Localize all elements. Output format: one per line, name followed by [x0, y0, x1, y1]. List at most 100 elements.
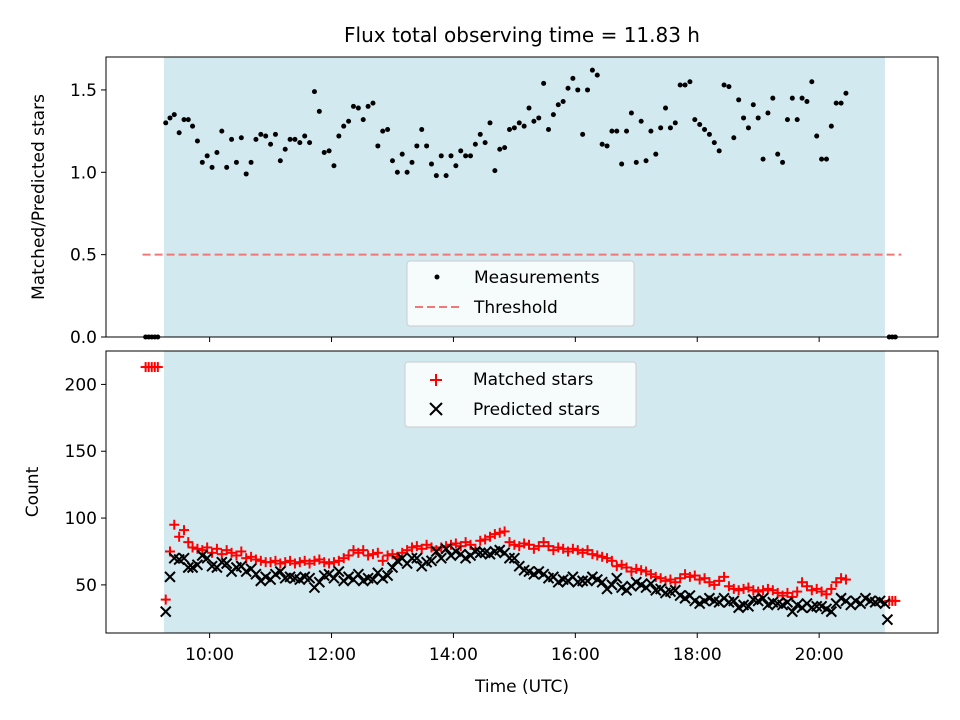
- measurement-point: [424, 143, 430, 149]
- predicted-star-point: [182, 561, 194, 574]
- matched-star-point: [309, 555, 320, 566]
- measurement-point: [653, 151, 659, 157]
- matched-star-point: [489, 529, 500, 540]
- count-panel: 50 100 150 200 10:00 12:00 14:00 16:00 18:00 20:…: [23, 350, 939, 697]
- measurement-point: [321, 150, 327, 156]
- measurement-point: [350, 103, 356, 109]
- measurement-point: [214, 150, 220, 156]
- measurement-point: [658, 125, 664, 131]
- measurement-point: [167, 115, 173, 121]
- measurement-point: [336, 133, 342, 139]
- measurement-point: [843, 90, 849, 96]
- y-tick-label: 0.5: [70, 246, 97, 266]
- predicted-star-point: [596, 576, 608, 588]
- matched-star-point: [567, 543, 578, 554]
- measurement-point: [648, 128, 654, 134]
- measurement-point: [814, 133, 820, 139]
- measurement-point: [775, 151, 781, 157]
- measurement-point: [536, 115, 542, 121]
- measurement-point: [589, 67, 595, 73]
- matched-star-point: [475, 535, 486, 546]
- predicted-star-point: [178, 552, 190, 564]
- predicted-star-point: [333, 565, 345, 578]
- measurement-point: [316, 108, 322, 114]
- measurement-point: [399, 151, 405, 157]
- matched-star-point: [631, 563, 642, 574]
- legend-measurements-label: Measurements: [474, 268, 600, 288]
- predicted-star-point: [220, 557, 233, 570]
- measurement-point: [346, 118, 352, 124]
- measurement-point: [521, 123, 527, 129]
- measurement-point: [453, 163, 459, 169]
- matched-star-point: [328, 557, 339, 568]
- measurement-point: [428, 161, 434, 167]
- x-tick-label: 12:00: [307, 645, 356, 665]
- measurement-point: [487, 120, 493, 126]
- measurement-point: [507, 126, 513, 132]
- matched-star-point: [509, 539, 520, 550]
- measurement-point: [302, 133, 308, 139]
- predicted-star-point: [274, 565, 287, 578]
- measurement-point: [419, 126, 425, 132]
- measurement-point: [277, 158, 283, 164]
- measurement-point: [263, 133, 269, 139]
- measurement-point: [297, 140, 303, 146]
- matched-star-point: [806, 585, 817, 596]
- matched-star-point: [606, 555, 617, 566]
- matched-star-point: [733, 585, 744, 596]
- matched-star-point: [553, 542, 564, 553]
- measurement-point: [789, 95, 795, 101]
- measurement-point: [828, 123, 834, 129]
- measurement-point: [609, 128, 615, 134]
- measurement-point: [799, 95, 805, 101]
- matched-star-point: [343, 550, 354, 561]
- predicted-star-point: [786, 605, 799, 618]
- measurement-point: [204, 153, 210, 159]
- measurement-point: [448, 153, 454, 159]
- measurement-point: [702, 126, 708, 132]
- measurement-point: [575, 87, 581, 93]
- predicted-star-point: [328, 572, 340, 584]
- measurement-point: [794, 117, 800, 123]
- predicted-star-point: [164, 571, 176, 583]
- measurement-point: [438, 153, 444, 159]
- matched-star-point: [280, 557, 291, 568]
- measurement-point: [385, 126, 391, 132]
- x-tick-label: 20:00: [795, 645, 844, 665]
- matched-star-point: [255, 555, 266, 566]
- measurement-point: [541, 80, 547, 86]
- matched-star-point: [821, 589, 832, 600]
- matched-star-point: [758, 585, 769, 596]
- predicted-star-point: [503, 552, 516, 564]
- y-tick-label: 0.0: [70, 328, 97, 348]
- measurement-point: [238, 135, 244, 141]
- measurement-point: [633, 159, 639, 165]
- predicted-star-points: [160, 543, 894, 626]
- count-legend: Matched stars Predicted stars: [404, 361, 637, 428]
- measurement-point: [638, 118, 644, 124]
- matched-star-point: [494, 527, 505, 538]
- x-tick-label: 18:00: [673, 645, 722, 665]
- chart-title: Flux total observing time = 11.83 h: [344, 23, 700, 47]
- predicted-star-point: [757, 592, 769, 604]
- measurement-point: [809, 79, 815, 85]
- matched-star-point: [650, 571, 661, 582]
- matched-star-point: [597, 551, 608, 562]
- measurement-point: [171, 112, 177, 118]
- predicted-star-point: [881, 613, 894, 626]
- measurement-point: [190, 123, 196, 129]
- measurement-point: [823, 156, 829, 162]
- measurement-point: [833, 100, 839, 106]
- measurement-point: [804, 98, 810, 104]
- measurement-point: [755, 115, 761, 121]
- measurement-point: [560, 98, 566, 104]
- measurement-point: [716, 148, 722, 154]
- matched-star-point: [152, 362, 163, 373]
- measurement-point: [736, 97, 742, 103]
- measurement-point: [672, 120, 678, 126]
- matched-star-point: [836, 573, 847, 584]
- predicted-star-point: [303, 572, 316, 584]
- measurement-point: [619, 161, 625, 167]
- x-tick-label: 16:00: [551, 645, 600, 665]
- matched-star-point: [840, 574, 851, 585]
